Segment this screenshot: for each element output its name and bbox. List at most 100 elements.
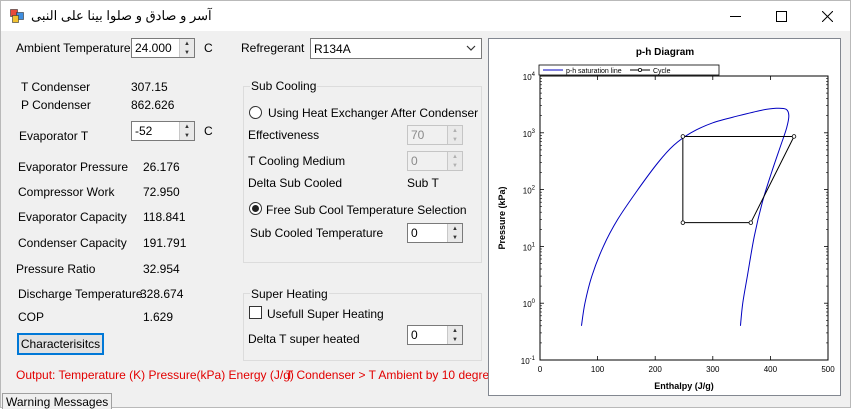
pressure-ratio-value: 32.954: [143, 262, 180, 276]
t-condenser-value: 307.15: [131, 80, 168, 94]
spin-down-icon[interactable]: ▼: [452, 336, 458, 343]
sub-cooled-temperature-label: Sub Cooled Temperature: [250, 226, 384, 240]
y-tick-label: 104: [523, 72, 536, 82]
free-sub-cool-radio[interactable]: [249, 202, 262, 215]
useful-super-heating-label[interactable]: Usefull Super Heating: [267, 307, 384, 321]
sub-cooling-title: Sub Cooling: [250, 79, 318, 93]
evaporator-t-input[interactable]: ▲▼: [131, 121, 195, 141]
chart-legend: p-h saturation line Cycle: [538, 64, 720, 76]
cop-label: COP: [18, 310, 45, 324]
minimize-icon: [729, 15, 741, 17]
evaporator-capacity-value: 118.841: [143, 210, 186, 224]
useful-super-heating-checkbox[interactable]: [249, 306, 262, 319]
p-condenser-label: P Condenser: [21, 98, 91, 112]
chevron-down-icon: [466, 45, 476, 51]
y-axis: 10-1 100 101 102 103 104: [521, 72, 828, 366]
cycle-line: [682, 135, 795, 224]
sub-cooled-spin-arrows[interactable]: ▲ ▼: [447, 224, 462, 242]
condenser-capacity-label: Condenser Capacity: [18, 236, 127, 250]
t-cooling-medium-input[interactable]: ▲▼: [407, 151, 463, 171]
evaporator-t-field[interactable]: [132, 122, 180, 140]
evaporator-capacity-label: Evaporator Capacity: [18, 210, 127, 224]
compressor-work-value: 72.950: [143, 185, 180, 199]
x-tick-label: 0: [538, 365, 543, 374]
output-units-note: Output: Temperature (K) Pressure(kPa) En…: [16, 368, 294, 382]
chart-series: [580, 107, 797, 326]
spin-up-icon[interactable]: ▲: [452, 153, 458, 160]
spin-down-icon[interactable]: ▼: [184, 49, 190, 56]
delta-t-super-heated-label: Delta T super heated: [248, 332, 360, 346]
refrigerant-label: Refregerant: [241, 41, 305, 55]
spin-down-icon[interactable]: ▼: [452, 136, 458, 143]
ambient-temperature-field[interactable]: [132, 39, 180, 57]
sub-cooled-temperature-input[interactable]: ▲▼: [407, 223, 463, 243]
x-tick-label: 300: [706, 365, 720, 374]
spin-up-icon[interactable]: ▲: [184, 123, 190, 130]
sub-cooled-temperature-field[interactable]: [408, 224, 448, 242]
effectiveness-input[interactable]: ▲▼: [407, 125, 463, 145]
warning-note: T Condenser > T Ambient by 10 degrees: [286, 368, 502, 382]
warning-messages-tab[interactable]: Warning Messages: [2, 393, 113, 409]
y-tick-label: 100: [523, 299, 536, 309]
legend-saturation-label: p-h saturation line: [566, 68, 622, 75]
spin-down-icon[interactable]: ▼: [184, 132, 190, 139]
t-condenser-label: T Condenser: [21, 80, 91, 94]
x-tick-label: 400: [764, 365, 778, 374]
spin-down-icon[interactable]: ▼: [452, 234, 458, 241]
condenser-capacity-value: 191.791: [143, 236, 187, 250]
ambient-spin-arrows[interactable]: ▲ ▼: [179, 39, 194, 57]
heat-exchanger-radio-label[interactable]: Using Heat Exchanger After Condenser: [268, 106, 479, 120]
minimize-button[interactable]: [712, 1, 758, 31]
spin-up-icon[interactable]: ▲: [452, 225, 458, 232]
delta-t-super-heated-input[interactable]: ▲▼: [407, 325, 463, 345]
cycle-point: [680, 220, 686, 225]
plot-frame: [539, 75, 829, 361]
delta-sub-cooled-label: Delta Sub Cooled: [248, 176, 343, 190]
super-heated-spin-arrows[interactable]: ▲ ▼: [447, 326, 462, 344]
evaporator-unit-label: C: [204, 124, 213, 138]
effectiveness-spin-arrows[interactable]: ▲ ▼: [447, 126, 462, 144]
y-tick-label: 102: [523, 186, 536, 196]
heat-exchanger-radio[interactable]: [249, 106, 262, 119]
t-cooling-spin-arrows[interactable]: ▲ ▼: [447, 152, 462, 170]
t-cooling-medium-field[interactable]: [408, 152, 448, 170]
spin-up-icon[interactable]: ▲: [184, 40, 190, 47]
spin-down-icon[interactable]: ▼: [452, 162, 458, 169]
refrigerant-selected: R134A: [314, 42, 351, 56]
cycle-point: [680, 134, 686, 139]
title-bar: آسر و صادق و صلوا بینا علی النبی: [1, 1, 850, 31]
characteristics-button[interactable]: Characterisitcs: [17, 333, 104, 355]
p-condenser-value: 862.626: [131, 98, 175, 112]
spin-up-icon[interactable]: ▲: [452, 127, 458, 134]
delta-t-super-heated-field[interactable]: [408, 326, 448, 344]
close-button[interactable]: [804, 1, 850, 31]
ambient-temperature-input[interactable]: ▲▼: [131, 38, 195, 58]
effectiveness-label: Effectiveness: [248, 128, 320, 142]
pressure-ratio-label: Pressure Ratio: [16, 262, 96, 276]
app-icon: [10, 9, 24, 23]
evaporator-spin-arrows[interactable]: ▲ ▼: [179, 122, 194, 140]
refrigerant-select[interactable]: R134A: [310, 38, 482, 59]
cop-value: 1.629: [143, 310, 174, 324]
discharge-temperature-label: Discharge Temperature: [18, 287, 143, 301]
spin-up-icon[interactable]: ▲: [452, 327, 458, 334]
cycle-point: [791, 134, 797, 139]
effectiveness-field[interactable]: [408, 126, 448, 144]
t-cooling-medium-label: T Cooling Medium: [248, 154, 346, 168]
legend-cycle-label: Cycle: [653, 68, 671, 75]
cycle-point: [748, 220, 754, 225]
delta-sub-cooled-value: Sub T: [407, 176, 439, 190]
ambient-temperature-label: Ambient Temperature: [16, 41, 131, 55]
maximize-button[interactable]: [758, 1, 804, 31]
free-sub-cool-radio-label[interactable]: Free Sub Cool Temperature Selection: [266, 203, 467, 217]
super-heating-title: Super Heating: [250, 287, 329, 301]
x-axis: 0 100 200 300 400 500: [538, 76, 835, 374]
y-axis-label: Pressure (kPa): [497, 186, 507, 249]
maximize-icon: [775, 10, 787, 22]
y-tick-label: 101: [523, 242, 536, 252]
legend-cycle-marker: [637, 67, 642, 72]
x-tick-label: 100: [591, 365, 605, 374]
